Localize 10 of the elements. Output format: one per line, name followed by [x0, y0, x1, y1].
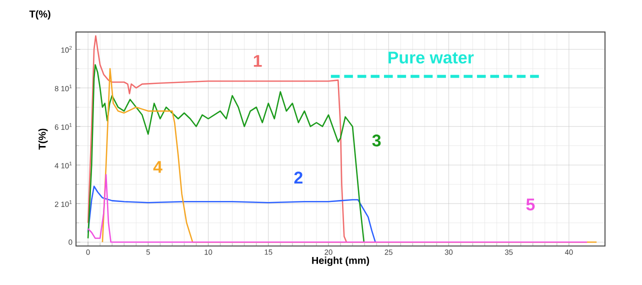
line-series: [87, 186, 376, 243]
series-label: 3: [372, 134, 381, 147]
text: T(%): [29, 10, 50, 20]
series-label: Pure water: [388, 52, 474, 64]
series-label: 2: [294, 172, 302, 184]
series-label: 4: [153, 161, 162, 173]
series-label: 5: [526, 198, 535, 210]
y-axis-title: T(%): [38, 128, 48, 150]
x-axis-title: Height (mm): [312, 256, 370, 266]
series-label: 1: [254, 55, 262, 67]
